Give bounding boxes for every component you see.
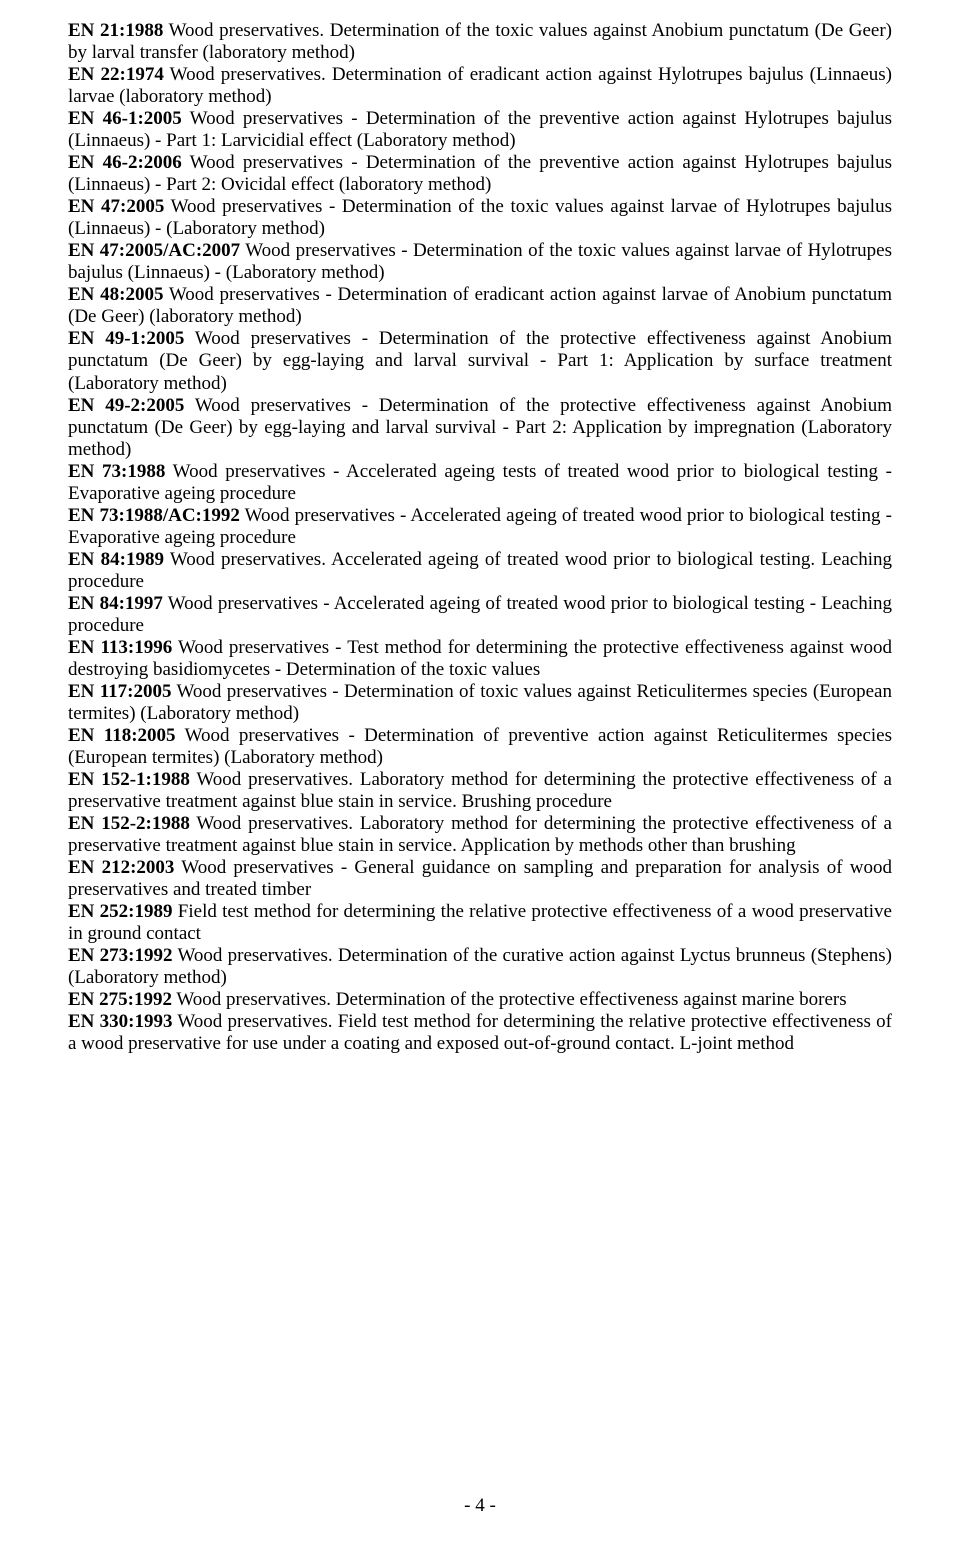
standard-code: EN 48:2005 xyxy=(68,284,163,305)
standard-code: EN 117:2005 xyxy=(68,681,172,702)
standard-code: EN 47:2005 xyxy=(68,196,164,217)
standard-title: Wood preservatives. Determination of the… xyxy=(172,989,847,1010)
standard-code: EN 47:2005/AC:2007 xyxy=(68,240,240,261)
standard-entry: EN 49-1:2005 Wood preservatives - Determ… xyxy=(68,328,892,394)
standards-list: EN 21:1988 Wood preservatives. Determina… xyxy=(68,20,892,1055)
standard-title: Wood preservatives - Determination of pr… xyxy=(68,725,892,768)
standard-code: EN 212:2003 xyxy=(68,857,174,878)
standard-title: Wood preservatives - Determination of th… xyxy=(68,152,892,195)
standard-title: Wood preservatives - Test method for det… xyxy=(68,637,892,680)
standard-title: Wood preservatives. Accelerated ageing o… xyxy=(68,549,892,592)
standard-code: EN 330:1993 xyxy=(68,1011,172,1032)
standard-title: Wood preservatives - Determination of to… xyxy=(68,681,892,724)
standard-title: Wood preservatives - Determination of th… xyxy=(68,328,892,393)
standard-title: Wood preservatives - Determination of th… xyxy=(68,395,892,460)
standard-code: EN 113:1996 xyxy=(68,637,172,658)
standard-title: Wood preservatives. Determination of era… xyxy=(68,64,892,107)
standard-code: EN 152-1:1988 xyxy=(68,769,190,790)
standard-title: Wood preservatives - Accelerated ageing … xyxy=(68,593,892,636)
standard-title: Wood preservatives - Determination of er… xyxy=(68,284,892,327)
standard-code: EN 252:1989 xyxy=(68,901,173,922)
standard-code: EN 22:1974 xyxy=(68,64,164,85)
standard-entry: EN 84:1997 Wood preservatives - Accelera… xyxy=(68,593,892,637)
standard-title: Wood preservatives. Laboratory method fo… xyxy=(68,769,892,812)
standard-code: EN 49-1:2005 xyxy=(68,328,184,349)
standard-entry: EN 273:1992 Wood preservatives. Determin… xyxy=(68,945,892,989)
standard-entry: EN 22:1974 Wood preservatives. Determina… xyxy=(68,64,892,108)
standard-entry: EN 21:1988 Wood preservatives. Determina… xyxy=(68,20,892,64)
standard-code: EN 46-1:2005 xyxy=(68,108,182,129)
standard-entry: EN 48:2005 Wood preservatives - Determin… xyxy=(68,284,892,328)
standard-entry: EN 46-1:2005 Wood preservatives - Determ… xyxy=(68,108,892,152)
standard-title: Wood preservatives. Field test method fo… xyxy=(68,1011,892,1054)
standard-code: EN 84:1989 xyxy=(68,549,164,570)
standard-code: EN 118:2005 xyxy=(68,725,176,746)
standard-title: Field test method for determining the re… xyxy=(68,901,892,944)
standard-entry: EN 152-1:1988 Wood preservatives. Labora… xyxy=(68,769,892,813)
page-number: - 4 - xyxy=(0,1495,960,1517)
standard-code: EN 49-2:2005 xyxy=(68,395,184,416)
standard-entry: EN 49-2:2005 Wood preservatives - Determ… xyxy=(68,395,892,461)
standard-title: Wood preservatives - Accelerated ageing … xyxy=(68,461,892,504)
standard-entry: EN 330:1993 Wood preservatives. Field te… xyxy=(68,1011,892,1055)
standard-entry: EN 113:1996 Wood preservatives - Test me… xyxy=(68,637,892,681)
standard-entry: EN 47:2005 Wood preservatives - Determin… xyxy=(68,196,892,240)
standard-code: EN 273:1992 xyxy=(68,945,173,966)
standard-title: Wood preservatives. Determination of the… xyxy=(68,20,892,63)
standard-title: Wood preservatives - Determination of th… xyxy=(68,196,892,239)
standard-code: EN 84:1997 xyxy=(68,593,163,614)
standard-code: EN 73:1988/AC:1992 xyxy=(68,505,240,526)
standard-title: Wood preservatives. Determination of the… xyxy=(68,945,892,988)
standard-code: EN 73:1988 xyxy=(68,461,165,482)
standard-entry: EN 118:2005 Wood preservatives - Determi… xyxy=(68,725,892,769)
standard-title: Wood preservatives. Laboratory method fo… xyxy=(68,813,892,856)
standard-entry: EN 212:2003 Wood preservatives - General… xyxy=(68,857,892,901)
standard-entry: EN 47:2005/AC:2007 Wood preservatives - … xyxy=(68,240,892,284)
standard-entry: EN 84:1989 Wood preservatives. Accelerat… xyxy=(68,549,892,593)
standard-code: EN 46-2:2006 xyxy=(68,152,182,173)
standard-title: Wood preservatives - General guidance on… xyxy=(68,857,892,900)
standard-code: EN 275:1992 xyxy=(68,989,172,1010)
standard-entry: EN 252:1989 Field test method for determ… xyxy=(68,901,892,945)
standard-entry: EN 46-2:2006 Wood preservatives - Determ… xyxy=(68,152,892,196)
standard-title: Wood preservatives - Determination of th… xyxy=(68,108,892,151)
standard-entry: EN 275:1992 Wood preservatives. Determin… xyxy=(68,989,892,1011)
standard-entry: EN 117:2005 Wood preservatives - Determi… xyxy=(68,681,892,725)
standard-entry: EN 73:1988/AC:1992 Wood preservatives - … xyxy=(68,505,892,549)
standard-entry: EN 152-2:1988 Wood preservatives. Labora… xyxy=(68,813,892,857)
standard-code: EN 152-2:1988 xyxy=(68,813,190,834)
standard-entry: EN 73:1988 Wood preservatives - Accelera… xyxy=(68,461,892,505)
document-page: EN 21:1988 Wood preservatives. Determina… xyxy=(0,0,960,1543)
standard-code: EN 21:1988 xyxy=(68,20,163,41)
